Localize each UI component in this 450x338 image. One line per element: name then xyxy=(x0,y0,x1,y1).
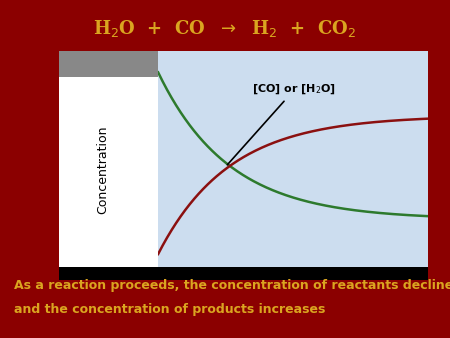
Bar xyxy=(58,51,428,77)
Text: H$_2$O  +  CO  $\rightarrow$  H$_2$  +  CO$_2$: H$_2$O + CO $\rightarrow$ H$_2$ + CO$_2$ xyxy=(93,18,357,39)
Text: As a reaction proceeds, the concentration of reactants declines,: As a reaction proceeds, the concentratio… xyxy=(14,279,450,292)
Text: and the concentration of products increases: and the concentration of products increa… xyxy=(14,303,325,315)
Bar xyxy=(58,267,428,280)
Text: Concentration: Concentration xyxy=(96,125,109,214)
Text: [CO] or [H$_2$O]: [CO] or [H$_2$O] xyxy=(227,83,337,165)
